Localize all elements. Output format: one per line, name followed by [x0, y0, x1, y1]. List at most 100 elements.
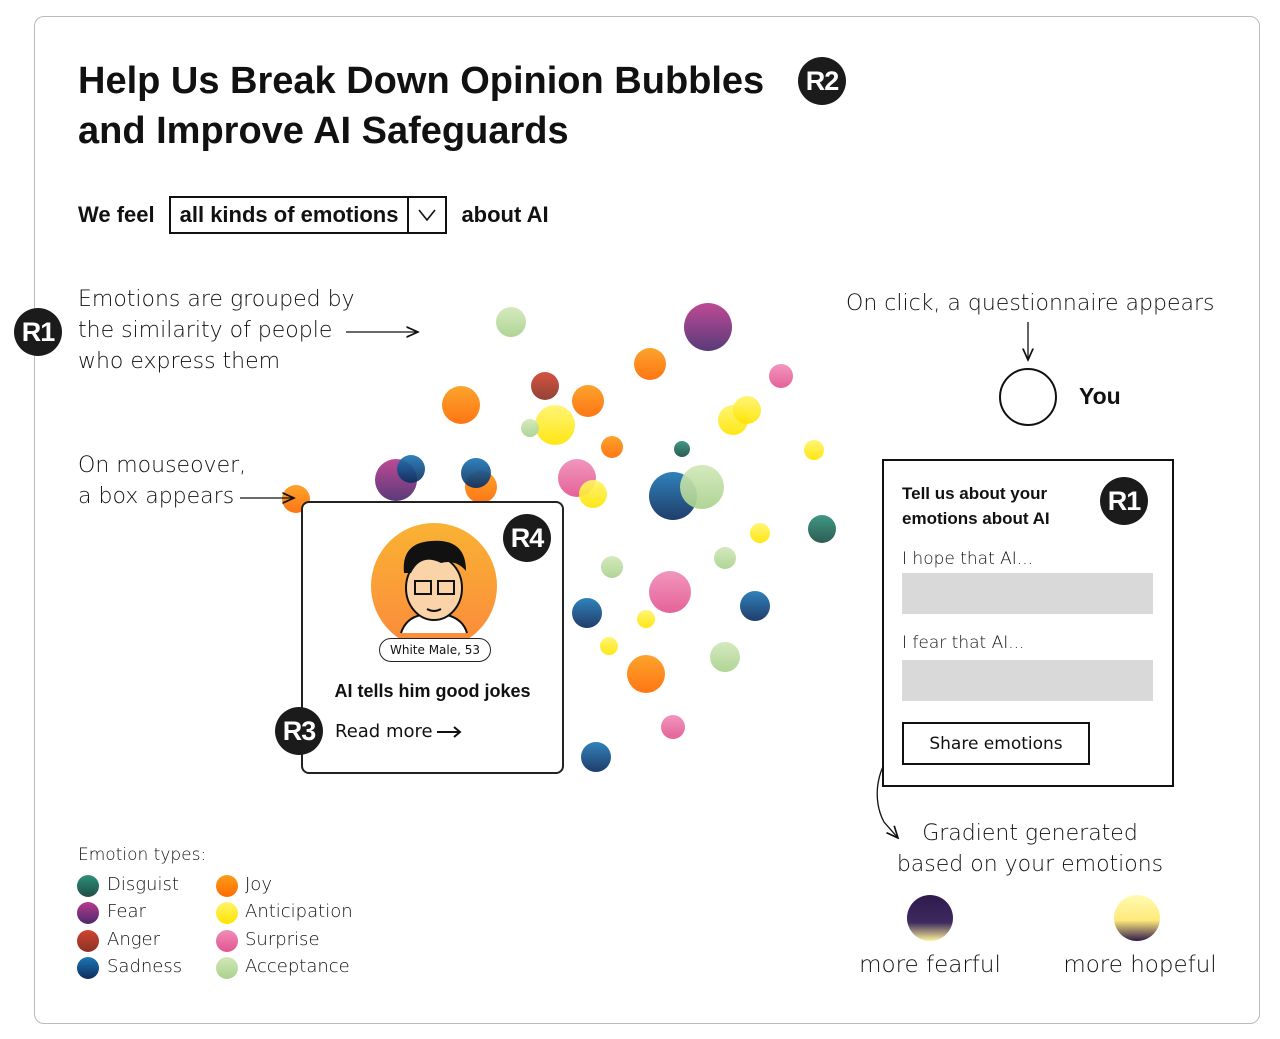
emotion-bubble[interactable] — [442, 386, 480, 424]
emotion-bubble[interactable] — [808, 515, 836, 543]
title-line: Help Us Break Down Opinion Bubbles — [78, 60, 765, 102]
emotion-bubble[interactable] — [531, 372, 559, 400]
annotation-line: Emotions are grouped by — [78, 287, 355, 312]
fear-input[interactable] — [902, 660, 1153, 701]
emotion-bubble[interactable] — [572, 385, 604, 417]
gradient-hopeful — [1114, 895, 1160, 941]
annotation-line: the similarity of people — [78, 318, 333, 343]
legend-swatch — [216, 930, 238, 952]
emotion-bubble[interactable] — [740, 591, 770, 621]
legend-item: Acceptance — [245, 956, 350, 977]
annotation-line: On mouseover, — [78, 453, 247, 478]
legend-swatch — [216, 902, 238, 924]
emotion-bubble[interactable] — [710, 642, 740, 672]
legend-item: Anger — [107, 929, 160, 950]
emotion-bubble[interactable] — [634, 348, 666, 380]
emotion-bubble[interactable] — [714, 547, 736, 569]
emotion-bubble[interactable] — [572, 598, 602, 628]
avatar — [371, 523, 497, 649]
dropdown[interactable]: all kinds of emotions — [168, 196, 448, 234]
bubble-layer — [282, 303, 836, 772]
legend-swatch — [77, 875, 99, 897]
emotion-bubble[interactable] — [535, 405, 575, 445]
annotation-line: a box appears — [78, 484, 235, 509]
read-more[interactable]: Read more — [335, 721, 463, 742]
annotation: Gradient generated based on your emotion… — [880, 818, 1180, 880]
annotation: On click, a questionnaire appears — [846, 291, 1215, 316]
hover-box: White Male, 53 AI tells him good jokes R… — [301, 501, 564, 774]
legend-swatch — [77, 902, 99, 924]
emotion-bubble[interactable] — [769, 364, 793, 388]
emotion-bubble[interactable] — [637, 610, 655, 628]
share-button[interactable]: Share emotions — [902, 722, 1090, 765]
legend-swatches — [77, 875, 238, 979]
legend-swatch — [77, 957, 99, 979]
emotion-bubble[interactable] — [733, 396, 761, 424]
questionnaire-title: Tell us about your emotions about AI — [902, 481, 1050, 531]
hope-input[interactable] — [902, 573, 1153, 614]
sentence-prefix: We feel — [78, 202, 155, 227]
emotion-bubble[interactable] — [680, 465, 724, 509]
emotion-bubble[interactable] — [521, 419, 539, 437]
emotion-bubble[interactable] — [601, 556, 623, 578]
emotion-bubble[interactable] — [397, 455, 425, 483]
annotation: On mouseover, a box appears — [78, 450, 246, 512]
badge: R1 — [1100, 477, 1148, 525]
scale-label: more fearful — [859, 952, 1001, 978]
title-line: emotions about AI — [902, 509, 1050, 528]
emotion-bubble[interactable] — [600, 637, 618, 655]
emotion-bubble[interactable] — [461, 458, 491, 488]
hope-label: I hope that AI... — [902, 549, 1034, 569]
sentence-suffix: about AI — [461, 202, 549, 227]
legend-item: Anticipation — [245, 901, 353, 922]
annotation-line: who express them — [78, 349, 281, 374]
emotion-bubble[interactable] — [649, 571, 691, 613]
you-label: You — [1079, 383, 1121, 409]
legend-swatch — [216, 875, 238, 897]
legend-item: Disguist — [107, 874, 179, 895]
fear-label: I fear that AI... — [902, 633, 1025, 653]
scale-label: more hopeful — [1063, 952, 1217, 978]
emotion-bubble[interactable] — [627, 655, 665, 693]
annotation: Emotions are grouped by the similarity o… — [78, 284, 355, 377]
legend-swatch — [77, 930, 99, 952]
emotion-sentence: We feel all kinds of emotions about AI — [78, 196, 549, 234]
emotion-bubble[interactable] — [804, 440, 824, 460]
badge: R4 — [503, 514, 551, 562]
annotation-line: based on your emotions — [896, 852, 1164, 877]
legend-title: Emotion types: — [78, 845, 207, 865]
chevron-icon — [418, 209, 437, 221]
legend-item: Fear — [107, 901, 146, 922]
person-label: White Male, 53 — [379, 638, 491, 662]
annotation-line: Gradient generated — [922, 821, 1138, 846]
emotion-bubble[interactable] — [581, 742, 611, 772]
dropdown-value[interactable]: all kinds of emotions — [179, 202, 399, 227]
you-node[interactable] — [999, 368, 1057, 426]
gradient-fearful — [907, 895, 953, 941]
badge: R2 — [798, 57, 846, 105]
title: Help Us Break Down Opinion Bubbles and I… — [78, 56, 764, 156]
emotion-bubble[interactable] — [496, 307, 526, 337]
emotion-bubble[interactable] — [674, 441, 690, 457]
legend-item: Surprise — [245, 929, 320, 950]
legend-item: Joy — [245, 874, 272, 895]
emotion-bubble[interactable] — [601, 436, 623, 458]
emotion-bubble[interactable] — [661, 715, 685, 739]
arrow-icon — [436, 725, 462, 738]
emotion-bubble[interactable] — [750, 523, 770, 543]
legend-swatch — [216, 957, 238, 979]
emotion-bubble[interactable] — [684, 303, 732, 351]
dropdown-chevron[interactable] — [407, 198, 445, 232]
read-more-text[interactable]: Read more — [335, 721, 433, 742]
title-line: and Improve AI Safeguards — [78, 110, 569, 152]
legend-item: Sadness — [107, 956, 183, 977]
headline: AI tells him good jokes — [334, 681, 531, 701]
title-line: Tell us about your — [902, 484, 1048, 503]
badge: R1 — [14, 308, 62, 356]
frame — [34, 16, 1260, 1024]
emotion-bubble[interactable] — [579, 480, 607, 508]
